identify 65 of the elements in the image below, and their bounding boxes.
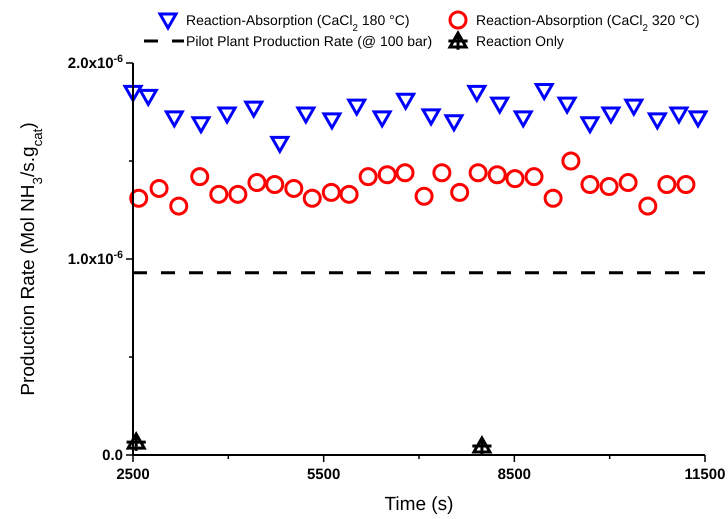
point bbox=[209, 184, 228, 204]
point bbox=[638, 196, 658, 216]
point bbox=[618, 173, 638, 192]
point bbox=[600, 176, 619, 196]
point bbox=[444, 114, 464, 132]
point bbox=[302, 188, 322, 208]
point bbox=[218, 106, 237, 124]
point bbox=[414, 186, 434, 206]
point bbox=[190, 167, 210, 186]
point bbox=[468, 163, 488, 182]
y-tick-label: 0.0 bbox=[102, 447, 123, 464]
point bbox=[505, 169, 524, 188]
point bbox=[322, 182, 341, 202]
x-tick-label: 11500 bbox=[684, 466, 726, 483]
point bbox=[347, 98, 366, 116]
point bbox=[296, 106, 316, 124]
point bbox=[524, 167, 544, 186]
point bbox=[580, 116, 600, 134]
point bbox=[490, 96, 510, 114]
point bbox=[396, 163, 415, 182]
x-axis-title: Time (s) bbox=[384, 494, 454, 515]
point bbox=[601, 106, 620, 124]
point bbox=[358, 167, 378, 186]
point bbox=[396, 92, 416, 110]
legend-label: Pilot Plant Production Rate (@ 100 bar) bbox=[186, 33, 432, 49]
legend-label: Reaction-Absorption (CaCl$_{2}$ 320 °C) bbox=[476, 12, 700, 34]
point bbox=[169, 196, 188, 216]
point bbox=[488, 165, 507, 184]
point bbox=[372, 110, 392, 128]
point bbox=[648, 112, 667, 130]
point bbox=[150, 178, 169, 198]
point bbox=[624, 98, 644, 116]
point bbox=[669, 106, 688, 124]
point bbox=[270, 136, 290, 153]
point bbox=[378, 165, 397, 184]
point bbox=[164, 110, 184, 128]
point bbox=[422, 108, 441, 126]
point bbox=[450, 182, 470, 202]
point bbox=[580, 175, 600, 194]
point bbox=[284, 178, 304, 198]
legend-label: Reaction-Absorption (CaCl$_{2}$ 180 °C) bbox=[186, 12, 410, 34]
point bbox=[467, 84, 486, 102]
point bbox=[558, 96, 577, 114]
point bbox=[244, 100, 264, 118]
y-tick-label: 1.0x10$^{-6}$ bbox=[68, 249, 124, 268]
point bbox=[265, 175, 284, 194]
point bbox=[192, 116, 211, 134]
x-tick-label: 8500 bbox=[498, 466, 532, 483]
point bbox=[340, 184, 359, 204]
point bbox=[228, 184, 248, 204]
point bbox=[544, 188, 563, 208]
point bbox=[432, 163, 452, 182]
point bbox=[676, 175, 696, 194]
legend-label: Reaction Only bbox=[476, 33, 564, 49]
point bbox=[688, 110, 708, 128]
point bbox=[534, 82, 554, 100]
point bbox=[561, 152, 580, 170]
point bbox=[138, 88, 158, 106]
point bbox=[322, 112, 342, 130]
x-tick-label: 2500 bbox=[116, 466, 150, 483]
y-tick-label: 2.0x10$^{-6}$ bbox=[68, 53, 124, 72]
point bbox=[657, 175, 676, 194]
point bbox=[247, 173, 266, 192]
x-tick-label: 5500 bbox=[306, 466, 340, 483]
point bbox=[514, 110, 533, 128]
